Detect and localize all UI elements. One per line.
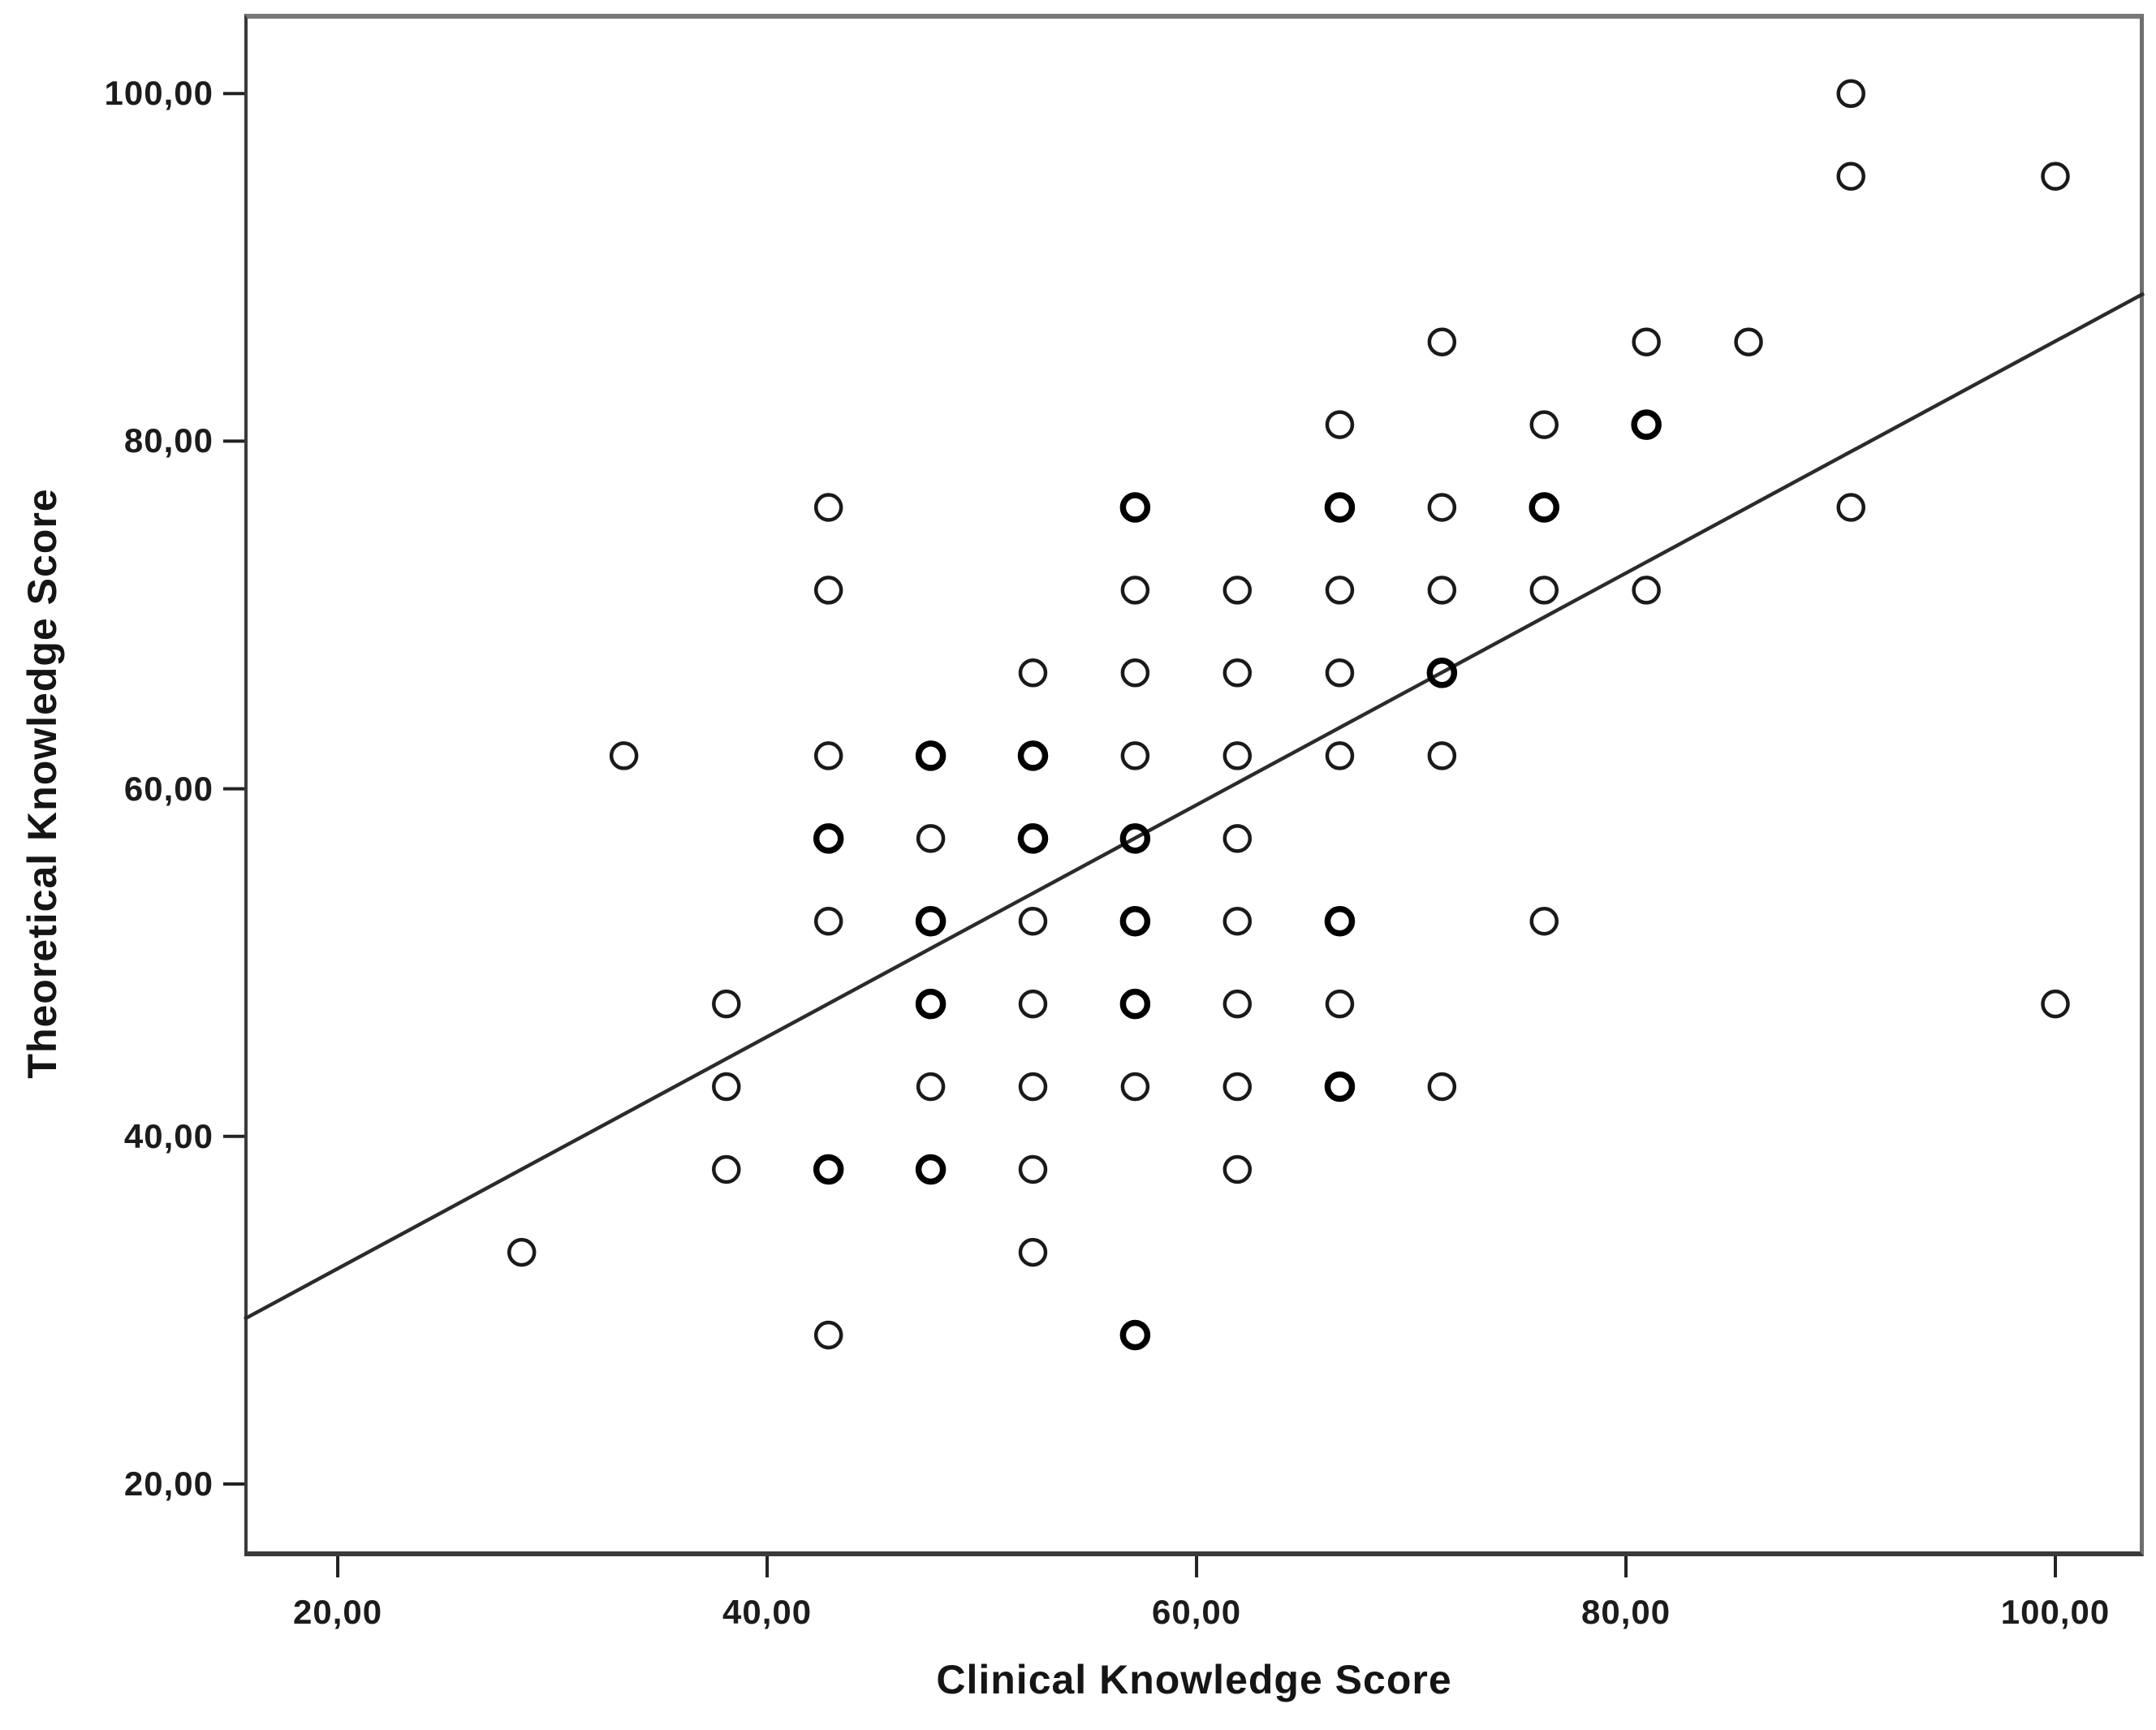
x-tick-label: 80,00 (1580, 1593, 1671, 1631)
data-point (1325, 576, 1355, 605)
data-point (1119, 988, 1151, 1020)
data-point (813, 576, 843, 605)
data-point (1529, 906, 1559, 936)
data-point (1120, 741, 1150, 770)
data-point (1836, 79, 1865, 109)
data-point (1120, 1072, 1150, 1102)
data-point (1120, 658, 1150, 688)
data-point (915, 988, 946, 1020)
data-point (1325, 410, 1355, 439)
data-point (813, 906, 843, 936)
data-point (1222, 1154, 1253, 1184)
y-tick-label: 100,00 (104, 74, 213, 113)
x-tick-label: 40,00 (722, 1593, 813, 1631)
fit-line (243, 291, 2145, 1321)
data-point (1427, 741, 1457, 770)
data-point (1427, 493, 1457, 522)
data-point (1836, 493, 1865, 522)
data-point (1222, 576, 1253, 605)
data-point (813, 1154, 844, 1185)
data-point (1325, 658, 1355, 688)
data-point (507, 1237, 537, 1267)
x-axis-title: Clinical Knowledge Score (936, 1657, 1452, 1702)
data-point (609, 741, 639, 770)
data-point (1222, 1072, 1253, 1102)
y-tick-label: 60,00 (123, 769, 213, 808)
x-tick-label: 100,00 (2000, 1593, 2111, 1631)
data-point (1018, 658, 1048, 688)
y-tick-label: 20,00 (123, 1464, 213, 1503)
y-tick-label: 40,00 (123, 1116, 213, 1155)
data-point (916, 824, 946, 853)
x-tick-label: 60,00 (1151, 1593, 1242, 1631)
data-point (1324, 1071, 1356, 1102)
data-point (1325, 741, 1355, 770)
data-point (1427, 327, 1457, 356)
data-point (813, 1320, 843, 1350)
data-point (1222, 989, 1253, 1019)
data-point (1222, 741, 1253, 770)
data-point (1529, 492, 1560, 523)
data-point (1529, 410, 1559, 439)
data-point (1426, 658, 1458, 688)
data-point (712, 1072, 741, 1102)
data-point (1427, 576, 1457, 605)
data-point (1018, 989, 1048, 1019)
data-point (1734, 327, 1763, 356)
data-point (1018, 1237, 1048, 1267)
data-point (1529, 576, 1559, 605)
data-point (712, 1154, 741, 1184)
data-point (1119, 492, 1151, 523)
data-point (1018, 906, 1048, 936)
data-point (1632, 576, 1661, 605)
data-point (1836, 162, 1865, 191)
data-point (712, 989, 741, 1019)
data-point (1017, 823, 1049, 854)
data-point (1119, 1319, 1151, 1351)
data-point (1222, 824, 1253, 853)
data-point (813, 741, 843, 770)
data-point (1119, 905, 1151, 937)
data-point (915, 1154, 946, 1185)
data-point (1222, 906, 1253, 936)
data-point (915, 740, 946, 771)
data-point (1632, 327, 1661, 356)
data-point (1427, 1072, 1457, 1102)
data-point (916, 1072, 946, 1102)
data-point (813, 493, 843, 522)
data-point (1017, 740, 1049, 771)
data-point (1018, 1154, 1048, 1184)
y-tick-label: 80,00 (123, 421, 213, 460)
y-axis-title: Theoretical Knowledge Score (19, 488, 65, 1079)
data-point (1222, 658, 1253, 688)
data-point (1631, 409, 1662, 440)
data-point (1120, 576, 1150, 605)
data-point (915, 905, 946, 937)
data-point (813, 823, 844, 854)
data-point (2041, 989, 2070, 1019)
data-point (1324, 492, 1356, 523)
data-point (2041, 162, 2070, 191)
x-tick-label: 20,00 (292, 1593, 383, 1631)
data-point (1018, 1072, 1048, 1102)
data-point (1324, 905, 1356, 937)
data-point (1325, 989, 1355, 1019)
data-point (1119, 823, 1151, 854)
plot-frame (244, 14, 2144, 1556)
